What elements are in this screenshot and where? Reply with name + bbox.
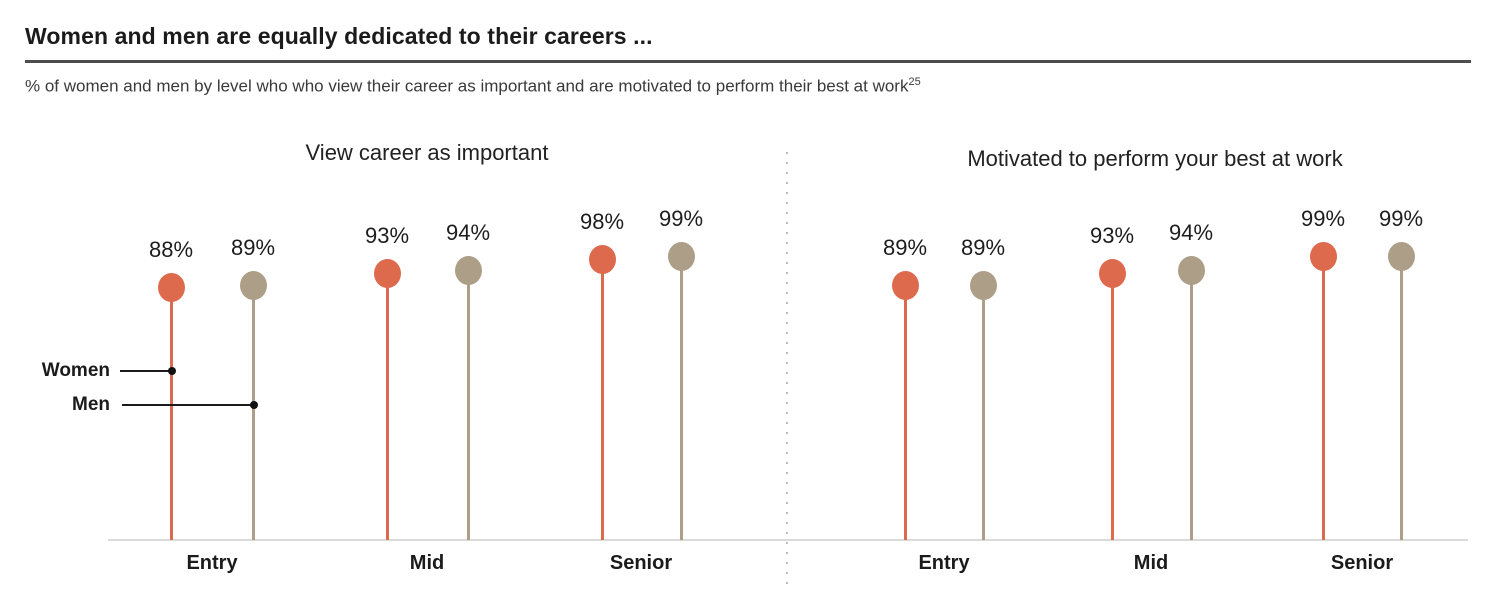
panel1-lollipop-stick-men-entry (251, 285, 255, 540)
panel2-lollipop-stick-men-entry (981, 285, 985, 540)
panel2-value-label-men-entry: 89% (960, 234, 1006, 260)
panel-title-motivated: Motivated to perform your best at work (967, 146, 1343, 171)
panel1-lollipop-dot-men-senior (667, 241, 695, 271)
panel1-lollipop-dot-men-mid (454, 255, 482, 285)
panel2-lollipop-stick-women-mid (1110, 273, 1114, 540)
panel1-value-label-women-entry: 88% (148, 236, 194, 262)
legend-line-end-dot-men (250, 401, 258, 409)
title-underline-rule (25, 60, 1471, 63)
x-axis-line (108, 539, 1468, 541)
panel2-lollipop-dot-men-mid (1177, 255, 1205, 285)
panel2-axis-label-entry: Entry (918, 552, 970, 574)
panel-divider-dotted-line (786, 152, 788, 588)
panel2-lollipop-dot-women-entry (891, 270, 919, 300)
panel2-axis-label-mid: Mid (1133, 552, 1169, 574)
legend-line-end-dot-women (168, 367, 176, 375)
panel2-lollipop-dot-women-mid (1098, 258, 1126, 288)
panel1-lollipop-stick-men-senior (679, 256, 683, 540)
panel1-value-label-men-mid: 94% (445, 219, 491, 245)
panel1-value-label-men-entry: 89% (230, 234, 276, 260)
legend-leader-line-women (120, 370, 172, 372)
chart-subtitle: % of women and men by level who who view… (25, 76, 921, 97)
panel2-value-label-men-senior: 99% (1378, 205, 1424, 231)
panel1-value-label-women-senior: 98% (579, 208, 625, 234)
panel2-value-label-women-senior: 99% (1300, 205, 1346, 231)
panel2-value-label-women-entry: 89% (882, 234, 928, 260)
panel2-lollipop-stick-men-senior (1399, 256, 1403, 540)
panel2-axis-label-senior: Senior (1330, 552, 1394, 574)
panel2-lollipop-stick-women-senior (1321, 256, 1325, 540)
panel2-value-label-men-mid: 94% (1168, 219, 1214, 245)
panel2-lollipop-dot-men-entry (969, 270, 997, 300)
subtitle-text: % of women and men by level who who view… (25, 76, 909, 96)
legend-label-women: Women (41, 360, 110, 381)
panel1-value-label-women-mid: 93% (364, 222, 410, 248)
legend-label-men: Men (72, 394, 110, 415)
panel1-lollipop-stick-women-senior (600, 259, 604, 540)
panel2-lollipop-stick-women-entry (903, 285, 907, 540)
panel1-axis-label-mid: Mid (409, 552, 445, 574)
panel1-lollipop-dot-women-mid (373, 258, 401, 288)
panel1-lollipop-dot-women-senior (588, 244, 616, 274)
chart-title: Women and men are equally dedicated to t… (25, 23, 653, 49)
panel2-lollipop-dot-women-senior (1309, 241, 1337, 271)
panel1-lollipop-dot-men-entry (239, 270, 267, 300)
panel1-lollipop-stick-men-mid (466, 270, 470, 540)
panel2-value-label-women-mid: 93% (1089, 222, 1135, 248)
panel-title-view-career: View career as important (305, 140, 549, 165)
panel2-lollipop-stick-men-mid (1189, 270, 1193, 540)
panel1-axis-label-senior: Senior (609, 552, 673, 574)
panel1-lollipop-dot-women-entry (157, 272, 185, 302)
panel2-lollipop-dot-men-senior (1387, 241, 1415, 271)
panel1-lollipop-stick-women-entry (169, 287, 173, 540)
footnote-marker: 25 (908, 76, 921, 88)
panel1-axis-label-entry: Entry (186, 552, 238, 574)
panel1-lollipop-stick-women-mid (385, 273, 389, 540)
legend-leader-line-men (122, 404, 254, 406)
panel1-value-label-men-senior: 99% (658, 205, 704, 231)
